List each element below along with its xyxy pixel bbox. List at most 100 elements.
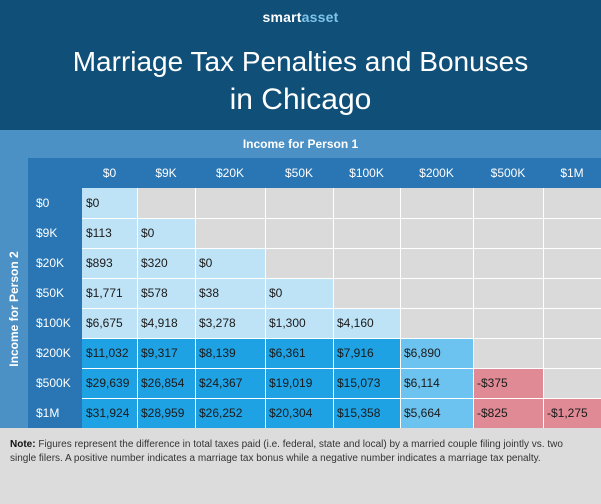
table-cell: $20,304 <box>265 398 333 428</box>
table-cell <box>333 278 400 308</box>
row-header: $0 <box>28 188 82 218</box>
row-header: $100K <box>28 308 82 338</box>
column-header: $100K <box>349 166 384 180</box>
x-axis-band <box>0 130 601 158</box>
table-cell <box>543 218 601 248</box>
column-header-band <box>28 158 601 188</box>
table-cell <box>195 188 265 218</box>
y-axis-label: Income for Person 2 <box>7 251 21 367</box>
table-cell <box>265 188 333 218</box>
row-header: $500K <box>28 368 82 398</box>
column-header: $200K <box>419 166 454 180</box>
brand-part2: asset <box>301 9 339 25</box>
column-header: $20K <box>215 166 245 180</box>
grid-line <box>265 188 266 428</box>
brand-part1: smart <box>262 9 302 25</box>
table-cell <box>400 308 473 338</box>
table-cell <box>543 278 601 308</box>
table-cell <box>473 308 543 338</box>
grid-line <box>82 338 601 339</box>
x-axis-label: Income for Person 1 <box>242 137 359 151</box>
table-cell <box>543 248 601 278</box>
table-cell: $15,358 <box>333 398 400 428</box>
table-cell: $113 <box>82 218 137 248</box>
grid-line <box>400 188 401 428</box>
grid-line <box>82 368 601 369</box>
table-cell: $0 <box>195 248 265 278</box>
row-header: $1M <box>28 398 82 428</box>
table-cell: $6,114 <box>400 368 473 398</box>
column-header: $0 <box>102 166 117 180</box>
table-cell <box>195 218 265 248</box>
table-cell: $4,918 <box>137 308 195 338</box>
table-cell: $6,361 <box>265 338 333 368</box>
title-line-1: Marriage Tax Penalties and Bonuses <box>72 46 529 77</box>
table-cell: $1,300 <box>265 308 333 338</box>
table-cell <box>473 188 543 218</box>
column-header: $50K <box>284 166 314 180</box>
row-header: $20K <box>28 248 82 278</box>
table-cell <box>473 278 543 308</box>
footnote: Note: Figures represent the difference i… <box>0 428 601 504</box>
grid-line <box>137 188 138 428</box>
y-axis-band <box>0 158 28 428</box>
table-cell: $8,139 <box>195 338 265 368</box>
grid-line <box>82 278 601 279</box>
table-cell: -$375 <box>473 368 543 398</box>
table-cell: $893 <box>82 248 137 278</box>
grid-line <box>82 398 601 399</box>
table-cell <box>333 188 400 218</box>
table-cell: $26,252 <box>195 398 265 428</box>
title-line-2: in Chicago <box>229 83 372 116</box>
table-cell: -$1,275 <box>543 398 601 428</box>
table-cell: $9,317 <box>137 338 195 368</box>
table-cell <box>333 248 400 278</box>
table-cell: $11,032 <box>82 338 137 368</box>
table-cell <box>473 218 543 248</box>
grid-line <box>82 308 601 309</box>
brand-logo: smartasset <box>0 9 601 25</box>
table-cell: $1,771 <box>82 278 137 308</box>
table-cell: $578 <box>137 278 195 308</box>
table-cell <box>265 218 333 248</box>
table-cell <box>543 338 601 368</box>
table-cell <box>543 368 601 398</box>
table-cell <box>473 338 543 368</box>
table-cell: $5,664 <box>400 398 473 428</box>
table-cell: -$825 <box>473 398 543 428</box>
table-cell: $28,959 <box>137 398 195 428</box>
table-cell <box>400 188 473 218</box>
grid-line <box>195 188 196 428</box>
grid-line <box>473 188 474 428</box>
grid-line <box>82 218 601 219</box>
table-cell: $0 <box>265 278 333 308</box>
table-cell: $6,675 <box>82 308 137 338</box>
row-header: $200K <box>28 338 82 368</box>
table-cell <box>543 308 601 338</box>
row-header: $50K <box>28 278 82 308</box>
header: smartasset Marriage Tax Penalties and Bo… <box>0 0 601 130</box>
table-cell: $31,924 <box>82 398 137 428</box>
table-cell: $0 <box>82 188 137 218</box>
table-cell <box>333 218 400 248</box>
table-cell: $4,160 <box>333 308 400 338</box>
table-cell <box>400 248 473 278</box>
table-cell <box>400 278 473 308</box>
column-header: $1M <box>560 166 584 180</box>
table-cell: $29,639 <box>82 368 137 398</box>
table-cell: $3,278 <box>195 308 265 338</box>
row-header: $9K <box>28 218 82 248</box>
table-cell <box>137 188 195 218</box>
table-cell <box>400 218 473 248</box>
grid-line <box>333 188 334 428</box>
table-cell: $26,854 <box>137 368 195 398</box>
grid-line <box>543 188 544 428</box>
table-cell <box>265 248 333 278</box>
grid-line <box>82 248 601 249</box>
table-cell <box>543 188 601 218</box>
column-header: $9K <box>155 166 177 180</box>
table-cell: $6,890 <box>400 338 473 368</box>
column-header: $500K <box>490 166 526 180</box>
table-cell: $0 <box>137 218 195 248</box>
